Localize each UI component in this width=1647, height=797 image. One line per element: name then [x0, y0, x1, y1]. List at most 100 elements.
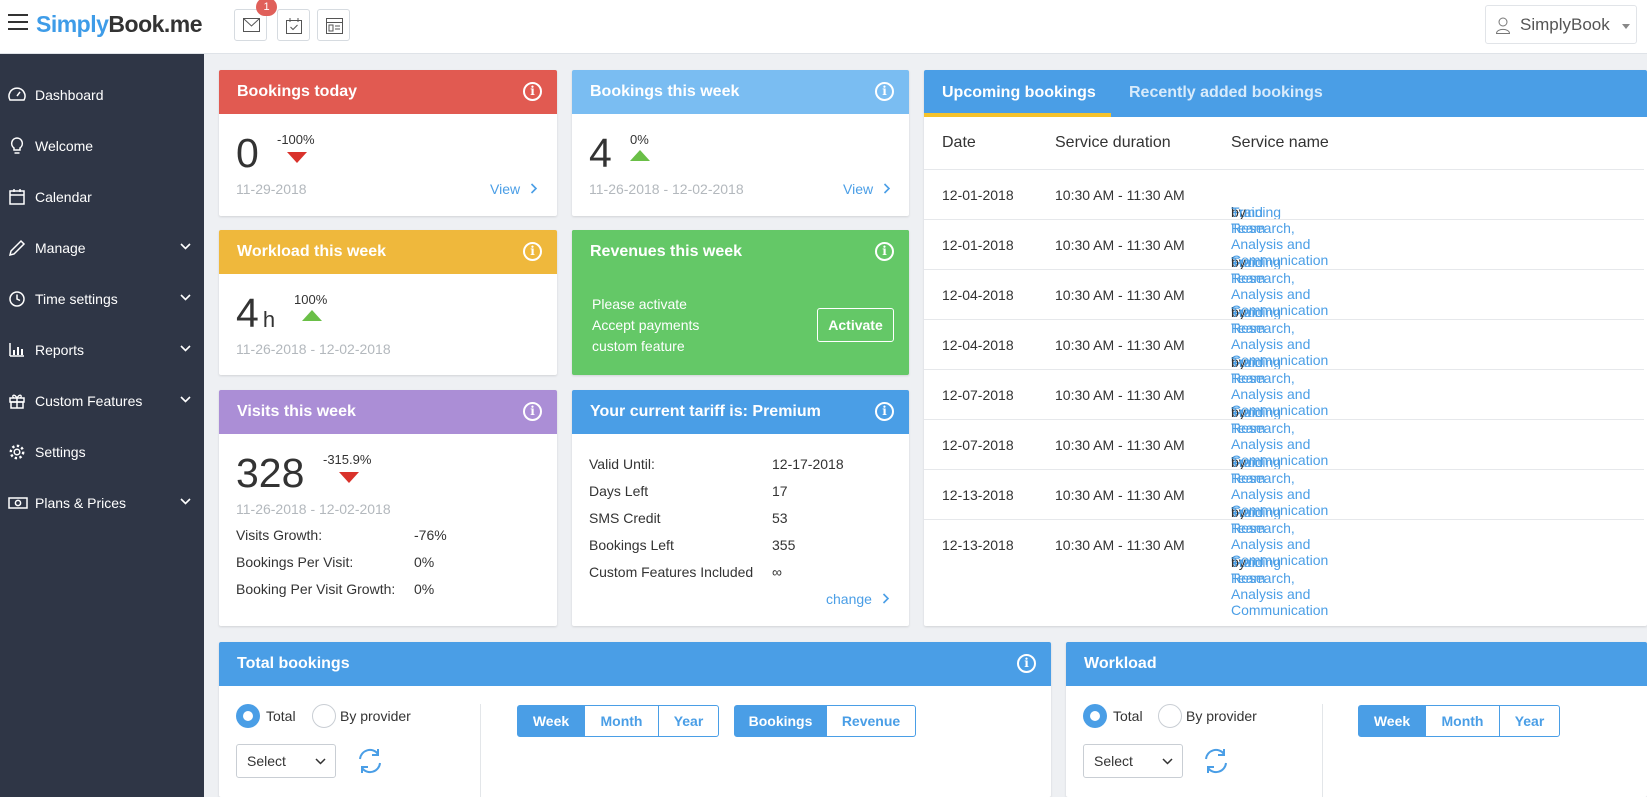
sidebar-item-calendar[interactable]: Calendar [0, 177, 204, 217]
view-link[interactable]: View [843, 181, 891, 197]
sidebar-item-time-settings[interactable]: Time settings [0, 279, 204, 319]
sidebar-item-welcome[interactable]: Welcome [0, 126, 204, 166]
date-range: 11-26-2018 - 12-02-2018 [236, 341, 391, 357]
row-duration: 10:30 AM - 11:30 AM [1055, 537, 1185, 553]
divider [1322, 704, 1323, 797]
refresh-icon[interactable] [356, 747, 384, 775]
card-title: Bookings today [237, 83, 358, 100]
provider-select[interactable]: Select [236, 744, 336, 778]
chevron-down-icon [180, 396, 191, 403]
clock-icon [9, 291, 25, 307]
period-week-button[interactable]: Week [1358, 705, 1426, 737]
period-month-button[interactable]: Month [584, 705, 659, 737]
column-header-date: Date [942, 134, 976, 151]
radio-total[interactable] [1083, 704, 1107, 728]
bookings-button[interactable] [277, 9, 310, 41]
info-icon[interactable]: i [875, 82, 894, 101]
chevron-right-icon [882, 593, 889, 604]
sidebar-item-settings[interactable]: Settings [0, 432, 204, 472]
period-month-button[interactable]: Month [1425, 705, 1500, 737]
tab-recently-added-bookings[interactable]: Recently added bookings [1129, 84, 1323, 101]
provider-link[interactable]: Training Team [1231, 304, 1282, 336]
info-icon[interactable]: i [523, 82, 542, 101]
radio-total[interactable] [236, 704, 260, 728]
gear-icon [9, 444, 25, 460]
sidebar-item-plans-prices[interactable]: Plans & Prices [0, 483, 204, 523]
visits-week-card: Visits this week i 328 -315.9% 11-26-201… [219, 390, 557, 626]
schedule-button[interactable] [317, 9, 350, 41]
card-header: Workload [1066, 642, 1647, 686]
row-duration: 10:30 AM - 11:30 AM [1055, 487, 1185, 503]
info-icon[interactable]: i [875, 402, 894, 421]
sidebar-item-reports[interactable]: Reports [0, 330, 204, 370]
arrow-up-icon [630, 150, 650, 161]
radio-by-provider-label: By provider [1186, 708, 1257, 724]
tab-upcoming-bookings[interactable]: Upcoming bookings [924, 70, 1111, 117]
menu-icon[interactable] [8, 14, 28, 32]
metric-revenue-button[interactable]: Revenue [826, 705, 916, 737]
service-link[interactable]: Fund Research, Analysis and Communicatio… [1231, 404, 1329, 468]
row-date: 12-04-2018 [942, 287, 1014, 303]
service-link[interactable]: Fund Research, Analysis and Communicatio… [1231, 304, 1329, 368]
provider-link[interactable]: Training Team [1231, 454, 1282, 486]
view-link[interactable]: View [490, 181, 538, 197]
activate-button[interactable]: Activate [817, 308, 894, 342]
info-icon[interactable]: i [875, 242, 894, 261]
stat-label: Visits Growth: [236, 527, 323, 543]
radio-by-provider-label: By provider [340, 708, 411, 724]
service-link[interactable]: Fund Research, Analysis and Communicatio… [1231, 254, 1329, 318]
service-link[interactable]: Fund Research, Analysis and Communicatio… [1231, 354, 1329, 418]
chevron-down-icon [180, 345, 191, 352]
chevron-down-icon [1622, 24, 1630, 29]
row-date: 12-07-2018 [942, 387, 1014, 403]
logo[interactable]: SimplyBook.me [36, 11, 203, 37]
service-link[interactable]: Fund Research, Analysis and Communicatio… [1231, 554, 1329, 618]
metric-bookings-button[interactable]: Bookings [734, 705, 827, 737]
info-icon[interactable]: i [1017, 654, 1036, 673]
bookings-week-value: 4 [589, 130, 612, 176]
radio-by-provider[interactable] [1158, 704, 1182, 728]
info-icon[interactable]: i [523, 242, 542, 261]
tab-bar: Upcoming bookings Recently added booking… [924, 70, 1647, 117]
provider-link[interactable]: Training Team [1231, 504, 1282, 536]
service-link[interactable]: Fund Research, Analysis and Communicatio… [1231, 504, 1329, 568]
tariff-value: 17 [772, 483, 788, 499]
info-icon[interactable]: i [523, 402, 542, 421]
service-link[interactable]: Fund Research, Analysis and Communicatio… [1231, 204, 1329, 268]
period-year-button[interactable]: Year [658, 705, 719, 737]
service-link[interactable]: Fund Research, Analysis and Communicatio… [1231, 454, 1329, 518]
provider-link[interactable]: Training Team [1231, 254, 1282, 286]
radio-by-provider[interactable] [312, 704, 336, 728]
sidebar-item-custom-features[interactable]: Custom Features [0, 381, 204, 421]
user-menu[interactable]: SimplyBook [1485, 5, 1637, 44]
upcoming-bookings-panel: Upcoming bookings Recently added booking… [924, 70, 1647, 626]
refresh-icon[interactable] [1202, 747, 1230, 775]
card-header: Workload this week i [219, 230, 557, 274]
calendar-list-icon [326, 18, 343, 34]
row-duration: 10:30 AM - 11:30 AM [1055, 337, 1185, 353]
provider-link[interactable]: Training Team [1231, 204, 1282, 236]
stat-value: -76% [414, 527, 447, 543]
provider-link[interactable]: Training Team [1231, 404, 1282, 436]
provider-link[interactable]: Training Team [1231, 354, 1282, 386]
chevron-down-icon [315, 758, 326, 765]
bookings-today-value: 0 [236, 130, 259, 176]
sidebar-item-dashboard[interactable]: Dashboard [0, 75, 204, 115]
revenues-week-card: Revenues this week i Please activate Acc… [572, 230, 909, 375]
workload-panel: Workload Total By provider Select Week M… [1066, 642, 1647, 797]
bar-chart-icon [9, 343, 24, 357]
row-duration: 10:30 AM - 11:30 AM [1055, 287, 1185, 303]
row-date: 12-13-2018 [942, 537, 1014, 553]
provider-select[interactable]: Select [1083, 744, 1183, 778]
arrow-down-icon [339, 472, 359, 483]
date-range: 11-29-2018 [236, 181, 307, 197]
top-bar: SimplyBook.me 1 SimplyBook [0, 0, 1647, 54]
period-year-button[interactable]: Year [1499, 705, 1560, 737]
change-link[interactable]: change [826, 591, 890, 607]
provider-link[interactable]: Training Team [1231, 554, 1282, 586]
sidebar-item-manage[interactable]: Manage [0, 228, 204, 268]
chevron-right-icon [530, 183, 538, 194]
period-week-button[interactable]: Week [517, 705, 585, 737]
